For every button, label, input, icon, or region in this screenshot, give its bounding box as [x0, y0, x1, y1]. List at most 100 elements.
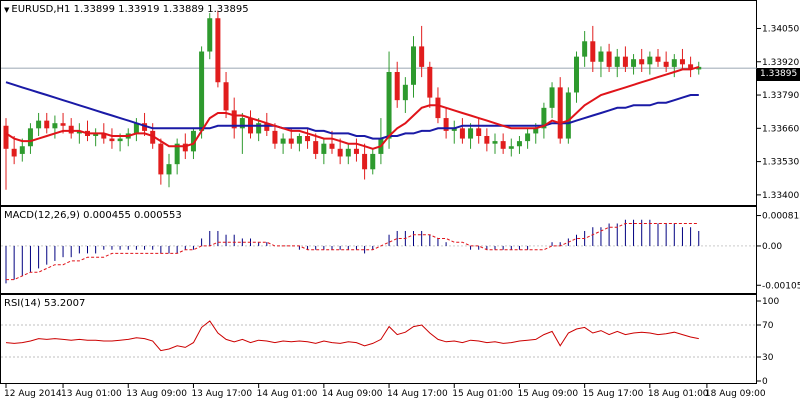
time-axis-label: 15 Aug 09:00	[517, 389, 578, 399]
candle-body	[182, 143, 188, 152]
macd-title: MACD(12,26,9) 0.000455 0.000553	[4, 210, 182, 221]
rsi-axis-label: 30	[762, 353, 774, 363]
macd-axis-label: 0.000812	[762, 212, 800, 222]
candle-body	[590, 41, 596, 62]
candle-body	[223, 82, 229, 111]
candle-body	[93, 133, 99, 136]
time-axis-label: 12 Aug 2014	[4, 389, 62, 399]
candle-body	[574, 56, 579, 93]
candle-body	[386, 72, 392, 139]
time-axis-label: 15 Aug 17:00	[583, 389, 644, 399]
time-axis-label: 13 Aug 17:00	[191, 389, 252, 399]
close-value: 1.33895	[207, 4, 249, 15]
candle-body	[272, 130, 278, 144]
candle-body	[117, 138, 123, 142]
candle-body	[671, 59, 677, 67]
candle-body	[541, 107, 547, 129]
time-axis-label: 14 Aug 01:00	[257, 389, 318, 399]
candle-body	[52, 123, 58, 129]
candle-body	[142, 123, 148, 131]
candle-body	[239, 118, 245, 129]
candle-body	[614, 56, 620, 67]
candle-body	[500, 141, 506, 149]
candle-body	[296, 136, 302, 144]
rsi-axis-label: 100	[762, 297, 779, 307]
time-axis-label: 18 Aug 01:00	[648, 389, 709, 399]
candle-body	[639, 59, 645, 65]
candle-body	[27, 128, 33, 147]
candle-body	[166, 164, 172, 175]
candle-body	[68, 125, 74, 134]
candle-body	[313, 141, 319, 154]
candle-body	[688, 64, 694, 70]
price-chart-pane[interactable]	[0, 0, 757, 206]
candle-body	[101, 133, 107, 139]
candle-body	[215, 18, 221, 83]
candle-body	[459, 128, 465, 139]
moving-average-blue-line	[5, 81, 699, 140]
candle-body	[443, 118, 449, 131]
candle-body	[256, 123, 262, 134]
rsi-line	[5, 320, 699, 352]
candle-body	[533, 128, 539, 134]
candle-body	[329, 143, 335, 149]
candle-body	[549, 87, 555, 108]
time-axis-label: 14 Aug 17:00	[387, 389, 448, 399]
rsi-pane[interactable]	[0, 294, 757, 384]
candle-body	[492, 141, 498, 144]
candle-body	[468, 128, 474, 139]
candle-body	[582, 41, 588, 57]
candle-body	[663, 61, 669, 67]
candle-body	[476, 128, 482, 136]
candle-body	[647, 56, 653, 65]
candle-body	[525, 133, 531, 142]
candle-body	[353, 148, 359, 154]
candle-body	[264, 123, 270, 131]
candle-body	[337, 148, 343, 157]
candle-body	[370, 153, 376, 170]
dropdown-triangle-icon[interactable]: ▼	[4, 6, 10, 14]
candle-body	[231, 110, 237, 129]
candle-body	[622, 56, 628, 67]
candle-body	[419, 46, 425, 67]
candle-body	[158, 143, 164, 175]
candle-body	[305, 136, 311, 142]
candle-body	[631, 59, 637, 67]
price-axis-label: 1.33530	[762, 158, 799, 168]
time-axis-label: 13 Aug 01:00	[61, 389, 122, 399]
time-axis-label: 15 Aug 01:00	[452, 389, 513, 399]
candle-body	[3, 125, 9, 149]
symbol-header: ▼ EURUSD,H1 1.33899 1.33919 1.33889 1.338…	[4, 4, 249, 16]
candle-body	[60, 123, 66, 126]
candle-body	[207, 18, 213, 52]
candle-body	[557, 87, 563, 139]
price-axis-label: 1.34050	[762, 24, 799, 34]
candle-body	[362, 153, 368, 170]
candle-body	[411, 46, 416, 85]
candle-body	[679, 59, 685, 65]
candle-body	[44, 120, 50, 129]
candle-body	[655, 56, 661, 62]
macd-pane[interactable]	[0, 206, 757, 294]
candle-body	[280, 138, 286, 144]
candle-body	[696, 66, 702, 70]
candle-body	[516, 141, 522, 147]
candle-body	[402, 84, 408, 101]
current-price-tag: 1.33895	[757, 68, 800, 81]
candle-body	[321, 143, 327, 154]
rsi-axis-label: 70	[762, 321, 774, 331]
time-axis-label: 13 Aug 09:00	[126, 389, 187, 399]
candle-body	[36, 120, 42, 129]
rsi-axis-label: 0	[762, 377, 768, 387]
low-value: 1.33889	[162, 4, 205, 15]
candle-body	[133, 123, 139, 134]
candle-body	[190, 130, 196, 152]
candle-body	[598, 51, 604, 62]
price-axis-label: 1.33400	[762, 191, 799, 201]
moving-average-red-line	[5, 65, 700, 150]
candle-body	[484, 136, 490, 144]
candle-body	[76, 130, 82, 134]
price-axis-label: 1.33920	[762, 58, 799, 68]
time-axis-label: 18 Aug 09:00	[705, 389, 766, 399]
